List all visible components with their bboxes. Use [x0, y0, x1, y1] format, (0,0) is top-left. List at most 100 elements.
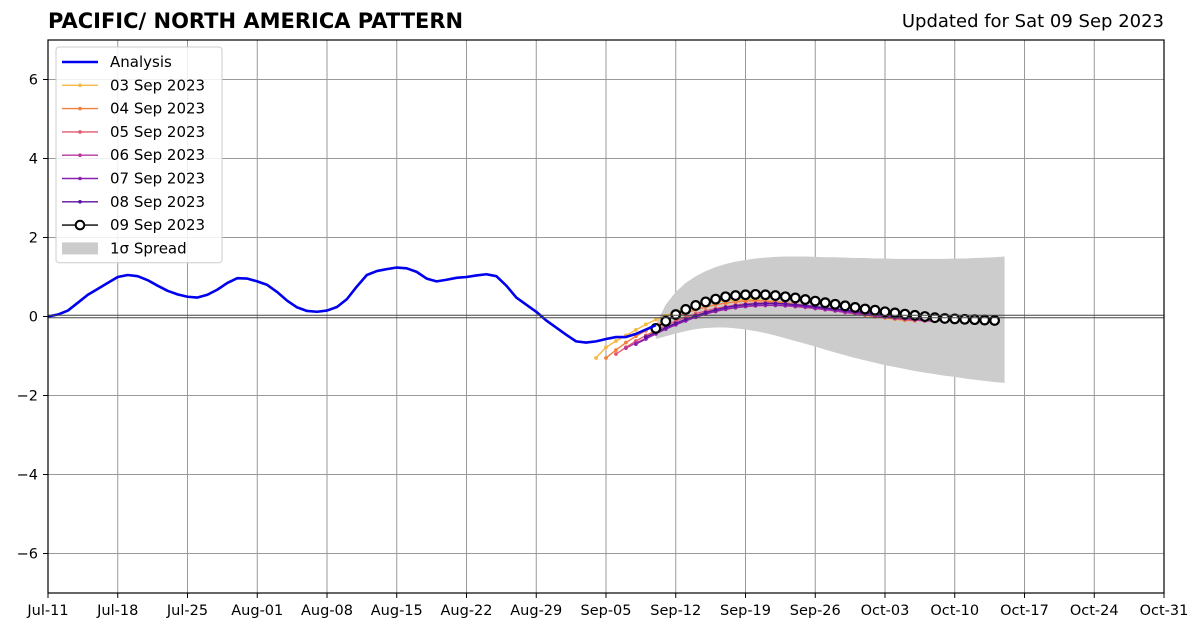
- series-point: [789, 292, 801, 304]
- series-point: [793, 302, 798, 307]
- chart-subtitle: Updated for Sat 09 Sep 2023: [901, 11, 1164, 32]
- zero-line: [48, 314, 1164, 319]
- series-point: [769, 290, 781, 301]
- series-point: [889, 307, 901, 319]
- x-tick-label: Oct-03: [861, 603, 910, 619]
- series-point: [624, 346, 628, 351]
- series-point: [799, 294, 811, 305]
- x-tick-label: Jul-18: [96, 603, 138, 619]
- legend-item: 06 Sep 2023: [62, 146, 205, 164]
- series-point: [720, 291, 731, 303]
- legend-label: 06 Sep 2023: [110, 146, 205, 164]
- series-point: [849, 302, 861, 313]
- series-point: [723, 305, 728, 310]
- series-point: [959, 313, 971, 325]
- legend-swatch-marker: [78, 83, 82, 88]
- forecast-series: [594, 288, 1001, 360]
- series-point: [979, 314, 991, 326]
- legend-swatch-marker: [74, 219, 86, 231]
- series-point: [670, 309, 682, 320]
- series-point: [949, 313, 961, 325]
- x-tick-label: Jul-25: [166, 603, 208, 619]
- series-point: [673, 321, 678, 326]
- series-point: [783, 301, 788, 306]
- series-point: [633, 342, 638, 347]
- series-point: [899, 308, 911, 320]
- legend-label: 03 Sep 2023: [110, 76, 205, 94]
- x-tick-label: Aug-15: [371, 603, 423, 619]
- series-point: [624, 340, 628, 345]
- x-tick-label: Aug-01: [231, 603, 283, 619]
- legend-label: 09 Sep 2023: [110, 216, 205, 234]
- legend-item: 09 Sep 2023: [62, 216, 205, 234]
- series-point: [614, 348, 618, 352]
- legend-item: 03 Sep 2023: [62, 76, 205, 94]
- y-tick-label: −4: [17, 468, 38, 484]
- y-tick-label: 0: [29, 310, 38, 326]
- series-point: [680, 303, 692, 315]
- series-point: [779, 291, 791, 303]
- series-point: [614, 339, 618, 343]
- y-tick-label: −6: [17, 547, 38, 563]
- series-point: [660, 315, 672, 327]
- series-point: [690, 300, 702, 311]
- x-tick-label: Oct-31: [1140, 603, 1189, 619]
- x-tick-label: Sep-19: [720, 603, 771, 619]
- series-point: [594, 356, 598, 360]
- x-tick-label: Jul-11: [26, 603, 68, 619]
- series-point: [919, 311, 931, 322]
- y-tick-label: 6: [29, 73, 38, 89]
- x-tick-label: Sep-26: [790, 603, 841, 619]
- series-point: [969, 314, 981, 326]
- chart-title: PACIFIC/ NORTH AMERICA PATTERN: [48, 9, 464, 33]
- x-tick-label: Sep-12: [650, 603, 701, 619]
- legend-label: Analysis: [110, 53, 172, 71]
- series-point: [869, 304, 881, 316]
- legend-item: 05 Sep 2023: [62, 123, 205, 141]
- series-point: [760, 289, 771, 301]
- series-point: [839, 300, 851, 312]
- legend-label: 1σ Spread: [110, 239, 187, 257]
- spread-band: [655, 256, 1005, 383]
- legend-swatch-marker: [78, 200, 82, 204]
- x-tick-label: Aug-08: [301, 603, 353, 619]
- series-point: [653, 317, 658, 322]
- legend-swatch-marker: [78, 130, 82, 134]
- series-point: [614, 352, 618, 356]
- series-point: [733, 303, 738, 308]
- series-point: [879, 306, 891, 318]
- series-point: [753, 301, 758, 306]
- y-tick-label: 2: [29, 231, 38, 247]
- analysis-line: [47, 266, 657, 344]
- x-tick-label: Sep-05: [580, 603, 631, 619]
- x-tick-label: Aug-22: [441, 603, 493, 619]
- spread-area: [655, 256, 1005, 383]
- series-point: [643, 335, 648, 339]
- series-point: [643, 322, 648, 327]
- legend-label: 07 Sep 2023: [110, 170, 205, 188]
- legend-label: 04 Sep 2023: [110, 100, 205, 118]
- series-point: [633, 328, 638, 332]
- x-tick-label: Oct-17: [1000, 603, 1049, 619]
- legend-item: 04 Sep 2023: [62, 100, 205, 118]
- legend-box: [55, 46, 223, 264]
- legend-item: 08 Sep 2023: [62, 193, 205, 211]
- x-tick-label: Oct-10: [930, 603, 979, 619]
- series-point: [750, 288, 761, 300]
- legend-item: Analysis: [62, 53, 172, 71]
- series-point: [939, 313, 951, 324]
- series-point: [700, 296, 712, 308]
- series-point: [859, 303, 871, 315]
- legend-item: 1σ Spread: [62, 239, 187, 257]
- series-point: [989, 315, 1001, 326]
- series-point: [743, 302, 748, 307]
- x-tick-label: Aug-29: [510, 603, 562, 619]
- series-point: [829, 298, 841, 310]
- x-axis-ticks: Jul-11 Jul-18 Jul-25 Aug-01 Aug-08 Aug-15 Aug-…: [26, 593, 1188, 619]
- legend-swatch-marker: [78, 153, 82, 157]
- legend-label: 05 Sep 2023: [110, 123, 205, 141]
- legend-swatch-band: [62, 242, 98, 255]
- x-tick-label: Oct-24: [1070, 603, 1119, 619]
- series-point: [730, 290, 741, 301]
